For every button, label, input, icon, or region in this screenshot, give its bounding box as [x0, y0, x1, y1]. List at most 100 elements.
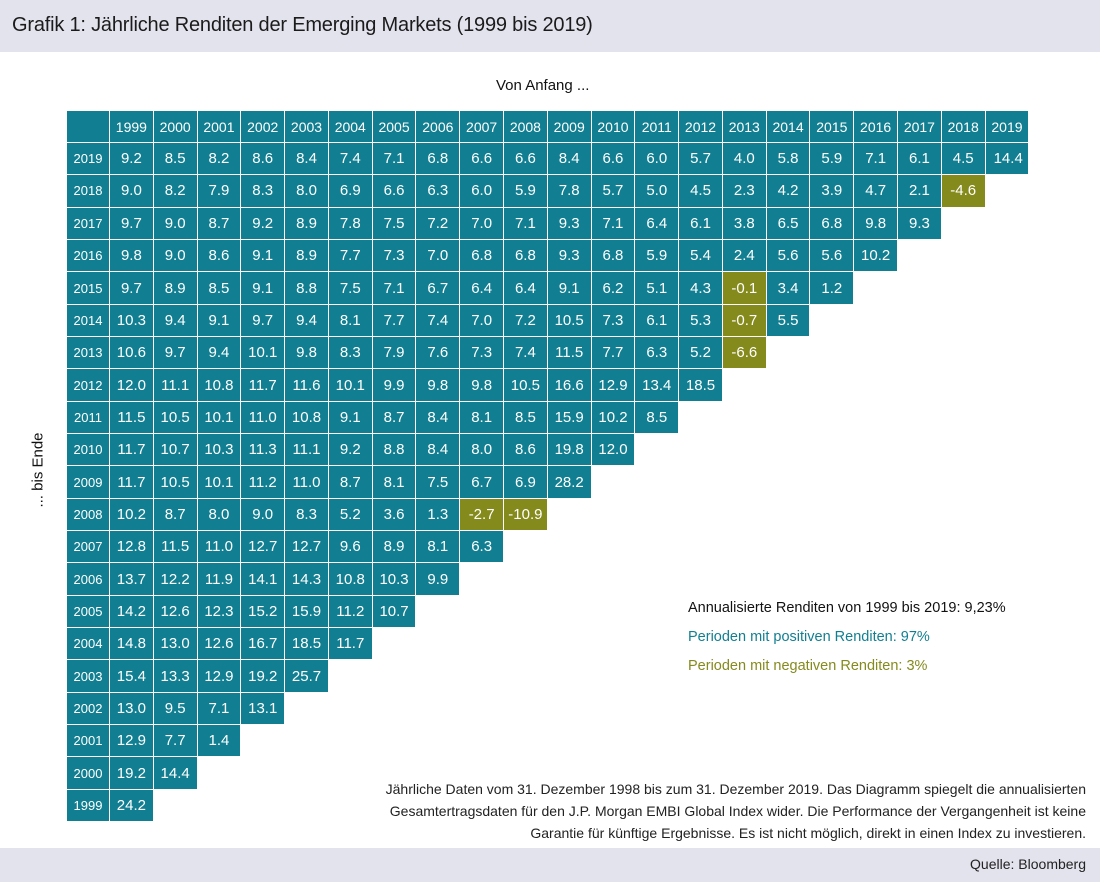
return-cell: 13.0	[109, 691, 154, 726]
return-cell: 9.8	[415, 368, 461, 402]
return-cell: -4.6	[940, 174, 986, 208]
return-cell: 5.0	[634, 174, 680, 208]
table-corner	[66, 110, 110, 143]
return-cell: 9.8	[284, 336, 329, 370]
return-cell: 7.5	[327, 271, 373, 305]
return-cell: 13.7	[109, 562, 154, 596]
return-cell: 5.7	[678, 142, 723, 176]
return-cell: 11.7	[327, 627, 373, 661]
return-cell: 7.9	[371, 336, 417, 370]
return-cell: 8.7	[327, 465, 373, 499]
return-cell: 8.7	[152, 497, 198, 532]
return-cell: 1.2	[809, 271, 855, 305]
return-cell: 9.1	[240, 271, 286, 305]
return-cell: 12.9	[196, 659, 242, 693]
return-cell: 6.0	[459, 174, 504, 208]
return-cell: 14.2	[109, 594, 154, 629]
return-cell: 7.7	[590, 336, 636, 370]
return-cell: 6.8	[415, 142, 461, 176]
column-header: 2010	[590, 110, 636, 143]
row-header: 2003	[66, 659, 110, 693]
return-cell: 10.8	[327, 562, 373, 596]
return-cell: 11.5	[546, 336, 592, 370]
return-cell: 14.4	[984, 142, 1030, 176]
return-cell: 18.5	[284, 627, 329, 661]
return-cell: 9.5	[152, 691, 198, 726]
row-header: 2011	[66, 400, 110, 435]
legend-total-return: Annualisierte Renditen von 1999 bis 2019…	[688, 600, 1006, 616]
return-cell: 6.8	[809, 206, 855, 240]
return-cell: 9.2	[109, 142, 154, 176]
return-cell: 9.6	[327, 530, 373, 564]
legend-positive-periods: Perioden mit positiven Renditen: 97%	[688, 629, 930, 645]
return-cell: 10.1	[196, 465, 242, 499]
return-cell: 11.6	[284, 368, 329, 402]
return-cell: 10.2	[590, 400, 636, 435]
return-cell: 10.7	[371, 594, 417, 629]
return-cell: 8.9	[284, 206, 329, 240]
return-cell: 5.7	[590, 174, 636, 208]
column-header: 2000	[152, 110, 198, 143]
return-cell: 3.6	[371, 497, 417, 532]
return-cell: 9.7	[109, 271, 154, 305]
return-cell: 6.3	[415, 174, 461, 208]
return-cell: 1.4	[196, 724, 242, 758]
return-cell: 5.2	[327, 497, 373, 532]
column-header: 2013	[721, 110, 767, 143]
column-header: 2001	[196, 110, 242, 143]
row-header: 2004	[66, 627, 110, 661]
column-header: 2012	[678, 110, 723, 143]
return-cell: 9.3	[897, 206, 942, 240]
return-cell: 6.8	[590, 239, 636, 273]
return-cell: -6.6	[721, 336, 767, 370]
return-cell: 4.7	[853, 174, 899, 208]
row-header: 2016	[66, 239, 110, 273]
return-cell: 8.4	[546, 142, 592, 176]
return-cell: 9.7	[109, 206, 154, 240]
return-cell: 8.0	[459, 433, 504, 467]
return-cell: 6.6	[371, 174, 417, 208]
return-cell: 2.1	[897, 174, 942, 208]
column-header: 1999	[109, 110, 154, 143]
return-cell: 11.7	[240, 368, 286, 402]
x-axis-label: Von Anfang ...	[496, 77, 590, 94]
return-cell: 10.7	[152, 433, 198, 467]
row-header: 2014	[66, 303, 110, 338]
return-cell: 6.8	[503, 239, 548, 273]
return-cell: 14.8	[109, 627, 154, 661]
return-cell: 9.2	[240, 206, 286, 240]
column-header: 2006	[415, 110, 461, 143]
return-cell: 8.6	[196, 239, 242, 273]
return-cell: 25.7	[284, 659, 329, 693]
return-cell: 6.3	[459, 530, 504, 564]
return-cell: 11.1	[152, 368, 198, 402]
return-cell: 10.1	[327, 368, 373, 402]
return-cell: 7.0	[459, 206, 504, 240]
return-cell: 5.6	[809, 239, 855, 273]
return-cell: 9.9	[371, 368, 417, 402]
return-cell: 7.2	[503, 303, 548, 338]
return-cell: 7.0	[459, 303, 504, 338]
return-cell: 11.9	[196, 562, 242, 596]
return-cell: 7.1	[371, 271, 417, 305]
return-cell: 6.3	[634, 336, 680, 370]
row-header: 2013	[66, 336, 110, 370]
return-cell: 7.7	[327, 239, 373, 273]
return-cell: 9.0	[152, 239, 198, 273]
return-cell: 8.5	[634, 400, 680, 435]
return-cell: 6.4	[459, 271, 504, 305]
return-cell: 8.8	[371, 433, 417, 467]
return-cell: 16.7	[240, 627, 286, 661]
return-cell: 6.2	[590, 271, 636, 305]
return-cell: 6.1	[897, 142, 942, 176]
row-header: 2005	[66, 594, 110, 629]
footnote: Jährliche Daten vom 31. Dezember 1998 bi…	[246, 778, 1086, 844]
return-cell: 10.3	[196, 433, 242, 467]
return-cell: 7.8	[327, 206, 373, 240]
return-cell: 13.1	[240, 691, 286, 726]
row-header: 2010	[66, 433, 110, 467]
return-cell: 10.5	[503, 368, 548, 402]
return-cell: 16.6	[546, 368, 592, 402]
return-cell: 8.1	[459, 400, 504, 435]
return-cell: -2.7	[459, 497, 504, 532]
